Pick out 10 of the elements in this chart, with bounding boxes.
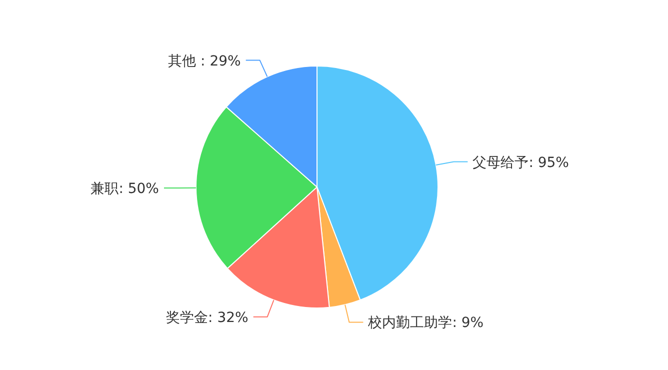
data-label: : 9%: [452, 315, 484, 332]
data-label: : 29%: [196, 53, 241, 70]
data-label: : 32%: [208, 310, 248, 326]
data-label: : 50%: [118, 181, 160, 198]
slice-label: 兼职: [90, 181, 119, 198]
slice-label: 其他: [168, 53, 196, 70]
data-label: : 95%: [528, 154, 569, 171]
slice-label: 父母给予: [472, 154, 529, 171]
slice-label: 奖学金: [166, 310, 208, 326]
slice-label: 校内勤工助学: [367, 315, 452, 332]
